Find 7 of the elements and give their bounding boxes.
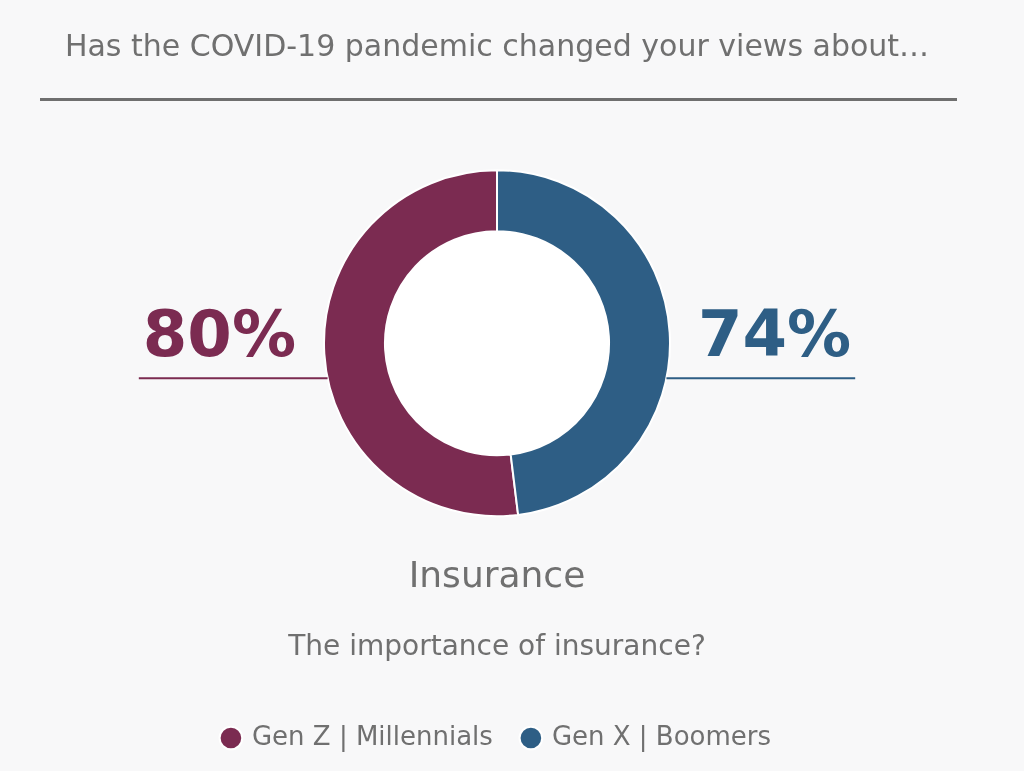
data-label: 74% [698, 297, 852, 372]
legend-label: Gen X | Boomers [551, 720, 772, 752]
chart-title: Has the COVID-19 pandemic changed your views about… [64, 27, 930, 63]
data-label: 80% [142, 297, 296, 372]
legend-label: Gen Z | Millennials [251, 720, 493, 752]
text: Insurance [408, 553, 586, 595]
text: The importance of insurance? [287, 629, 706, 663]
